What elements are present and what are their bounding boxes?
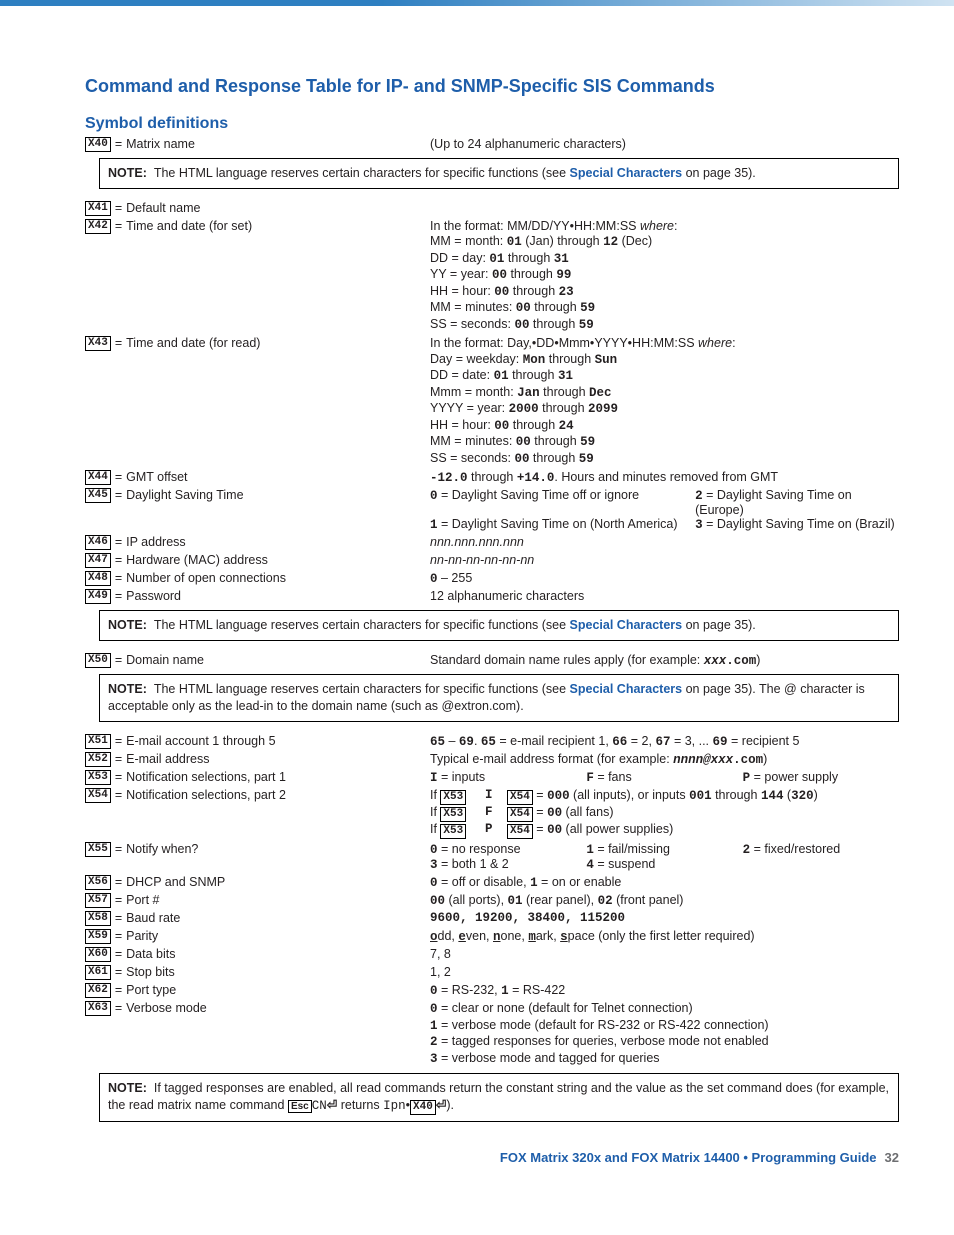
subsection-heading: Symbol definitions [85, 115, 899, 133]
var-label: Matrix name [126, 137, 195, 152]
return-icon: ⏎ [327, 1098, 337, 1112]
top-stripe [0, 0, 954, 6]
time-format-list: In the format: MM/DD/YY•HH:MM:SS where: … [430, 219, 899, 332]
section-heading: Command and Response Table for IP- and S… [85, 76, 899, 97]
link-special-characters[interactable]: Special Characters [570, 618, 683, 632]
return-icon: ⏎ [436, 1098, 446, 1112]
link-special-characters[interactable]: Special Characters [570, 682, 683, 696]
note-box: NOTE: The HTML language reserves certain… [99, 158, 899, 189]
var-desc: (Up to 24 alphanumeric characters) [430, 137, 899, 151]
page-footer: FOX Matrix 320x and FOX Matrix 14400 • P… [85, 1150, 899, 1165]
var-code: X40 [85, 137, 111, 152]
page: Command and Response Table for IP- and S… [0, 0, 954, 1185]
def-row: X40=Matrix name (Up to 24 alphanumeric c… [85, 137, 899, 152]
def-row: X45=Daylight Saving Time 0 = Daylight Sa… [85, 488, 899, 532]
note-box: NOTE: The HTML language reserves certain… [99, 674, 899, 722]
def-row: X41=Default name [85, 201, 899, 216]
def-row: X44=GMT offset -12.0 through +14.0. Hour… [85, 470, 899, 485]
def-row: X42=Time and date (for set) In the forma… [85, 219, 899, 334]
note-box: NOTE: The HTML language reserves certain… [99, 610, 899, 641]
note-box: NOTE: If tagged responses are enabled, a… [99, 1073, 899, 1122]
def-row: X43=Time and date (for read) In the form… [85, 336, 899, 467]
link-special-characters[interactable]: Special Characters [570, 166, 683, 180]
esc-key: Esc [288, 1100, 312, 1113]
